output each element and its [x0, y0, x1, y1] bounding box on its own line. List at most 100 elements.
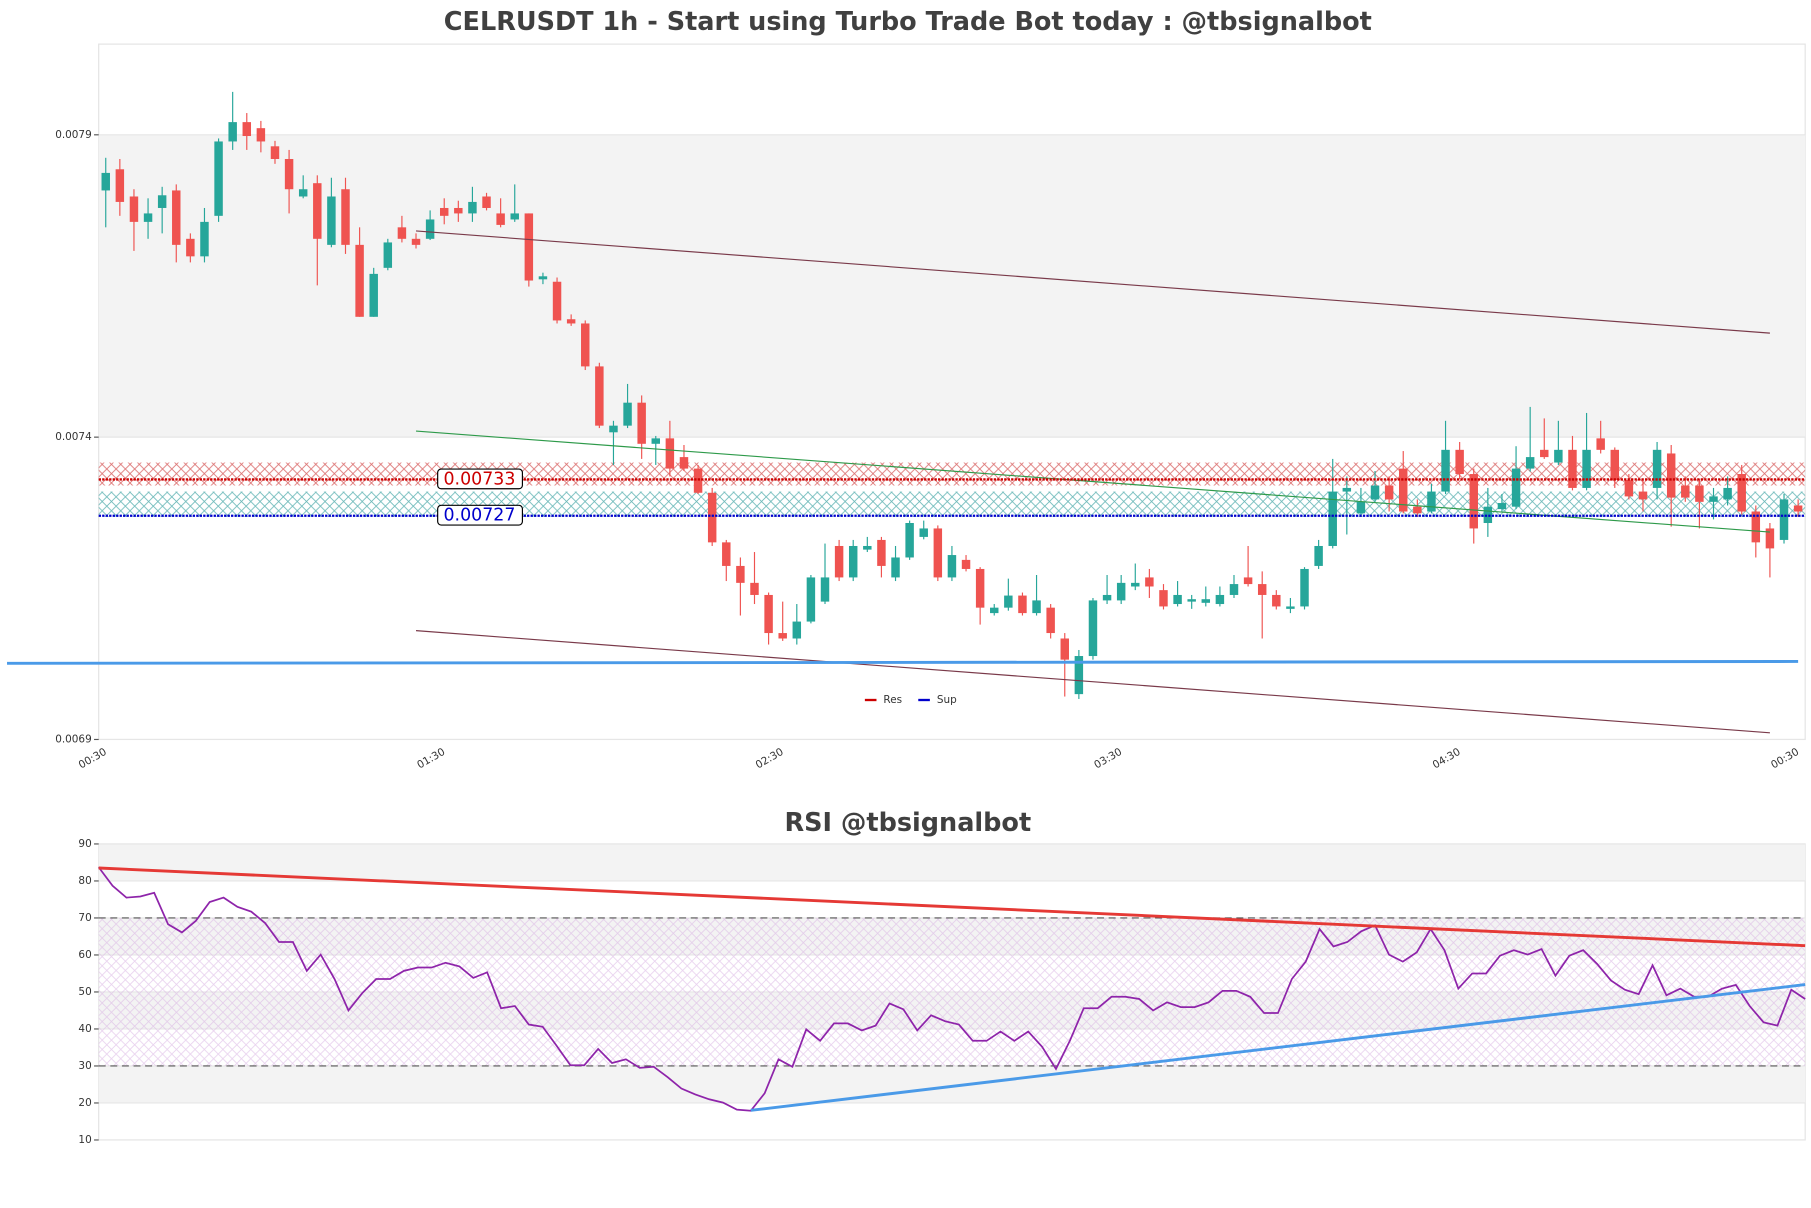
candle-body [736, 565, 745, 583]
candle-body [975, 568, 985, 608]
candle-body [1511, 468, 1521, 507]
candle-body [172, 190, 181, 245]
candle-body [623, 402, 632, 426]
candle-body [200, 221, 209, 257]
candle-body [1596, 438, 1605, 450]
trend-line [415, 630, 1770, 734]
candle-body [510, 213, 519, 220]
candle-body [581, 323, 590, 367]
candle-body [1370, 485, 1380, 500]
grid-band [98, 843, 1806, 881]
candle-body [1257, 584, 1267, 595]
candle-body [313, 183, 322, 239]
candle-body [1229, 584, 1239, 595]
candle-body [863, 545, 872, 550]
candle-body [538, 276, 548, 280]
y-tick-label: 40 [78, 1023, 91, 1035]
candle-body [834, 545, 844, 578]
candle-body [129, 196, 139, 222]
candle-body [1793, 505, 1803, 512]
candle-body [1540, 449, 1549, 458]
candle-body [242, 122, 252, 137]
candle-body [1088, 600, 1098, 657]
grid-band [98, 134, 1806, 438]
candle-body [425, 219, 435, 239]
candle-body [778, 633, 787, 639]
candle-body [764, 594, 773, 634]
level-label-box [437, 504, 523, 526]
level-label: 0.00727 [443, 506, 515, 526]
trend-line [415, 230, 1770, 334]
candle-body [1004, 595, 1013, 608]
chart-title: RSI @tbsignalbot [784, 808, 1031, 838]
candle-body [101, 172, 110, 191]
candle-body [1765, 528, 1775, 549]
candle-body [1201, 599, 1211, 603]
candle-body [524, 213, 534, 281]
candle-body [961, 559, 971, 569]
candle-body [1356, 501, 1366, 514]
candle-body [637, 402, 646, 444]
candle-body [1074, 656, 1084, 695]
candle-body [341, 189, 350, 245]
candle-body [566, 319, 576, 324]
candle-body [891, 557, 900, 578]
candle-body [496, 213, 505, 225]
trend-line [7, 660, 1799, 665]
y-tick-label: 0.0069 [55, 733, 92, 745]
grid-band [98, 1065, 1806, 1103]
candle-body [1737, 474, 1746, 512]
y-tick-label: 20 [78, 1097, 91, 1109]
candle-body [1624, 480, 1634, 497]
candle-body [355, 244, 364, 317]
candle-body [595, 366, 604, 426]
candle-body [1638, 491, 1648, 500]
candle-body [1314, 545, 1323, 566]
candle-body [270, 146, 280, 159]
y-tick-label: 30 [78, 1060, 91, 1072]
candle-body [877, 539, 886, 566]
candle-body [369, 273, 378, 317]
candle-body [143, 213, 153, 222]
y-tick-label: 60 [78, 949, 91, 961]
candle-body [1709, 496, 1718, 502]
y-tick-label: 10 [78, 1134, 91, 1146]
candle-body [1116, 582, 1126, 601]
candle-body [1483, 506, 1493, 524]
candle-body [228, 122, 237, 142]
candle-body [157, 195, 167, 208]
y-tick-label: 70 [78, 912, 91, 924]
candle-body [806, 577, 816, 622]
candle-body [1286, 606, 1295, 609]
candle-body [1131, 582, 1140, 587]
candle-body [679, 457, 689, 469]
candle-body [609, 425, 618, 433]
candle-body [1666, 453, 1676, 498]
candle-body [1046, 607, 1055, 634]
candle-body [1610, 449, 1620, 481]
candle-body [186, 238, 195, 257]
candle-body [439, 207, 449, 216]
candle-body [1455, 449, 1464, 475]
y-tick-label: 90 [78, 838, 91, 850]
candle-body [256, 128, 266, 142]
candle-body [707, 492, 717, 543]
candle-body [1779, 499, 1789, 540]
y-tick-label: 50 [78, 986, 91, 998]
candle-body [651, 438, 661, 444]
candle-body [1525, 457, 1535, 469]
candle-body [1751, 511, 1761, 543]
candle-body [1272, 594, 1281, 607]
candle-body [397, 227, 407, 239]
zone [98, 491, 1806, 517]
candle-body [1032, 600, 1041, 614]
candle-body [905, 523, 914, 558]
candle-body [933, 528, 943, 578]
y-tick-label: 0.0079 [55, 129, 92, 141]
legend-label: Res [883, 694, 902, 706]
level-label: 0.00733 [443, 469, 515, 489]
candle-body [298, 189, 308, 197]
candle-body [848, 545, 858, 578]
